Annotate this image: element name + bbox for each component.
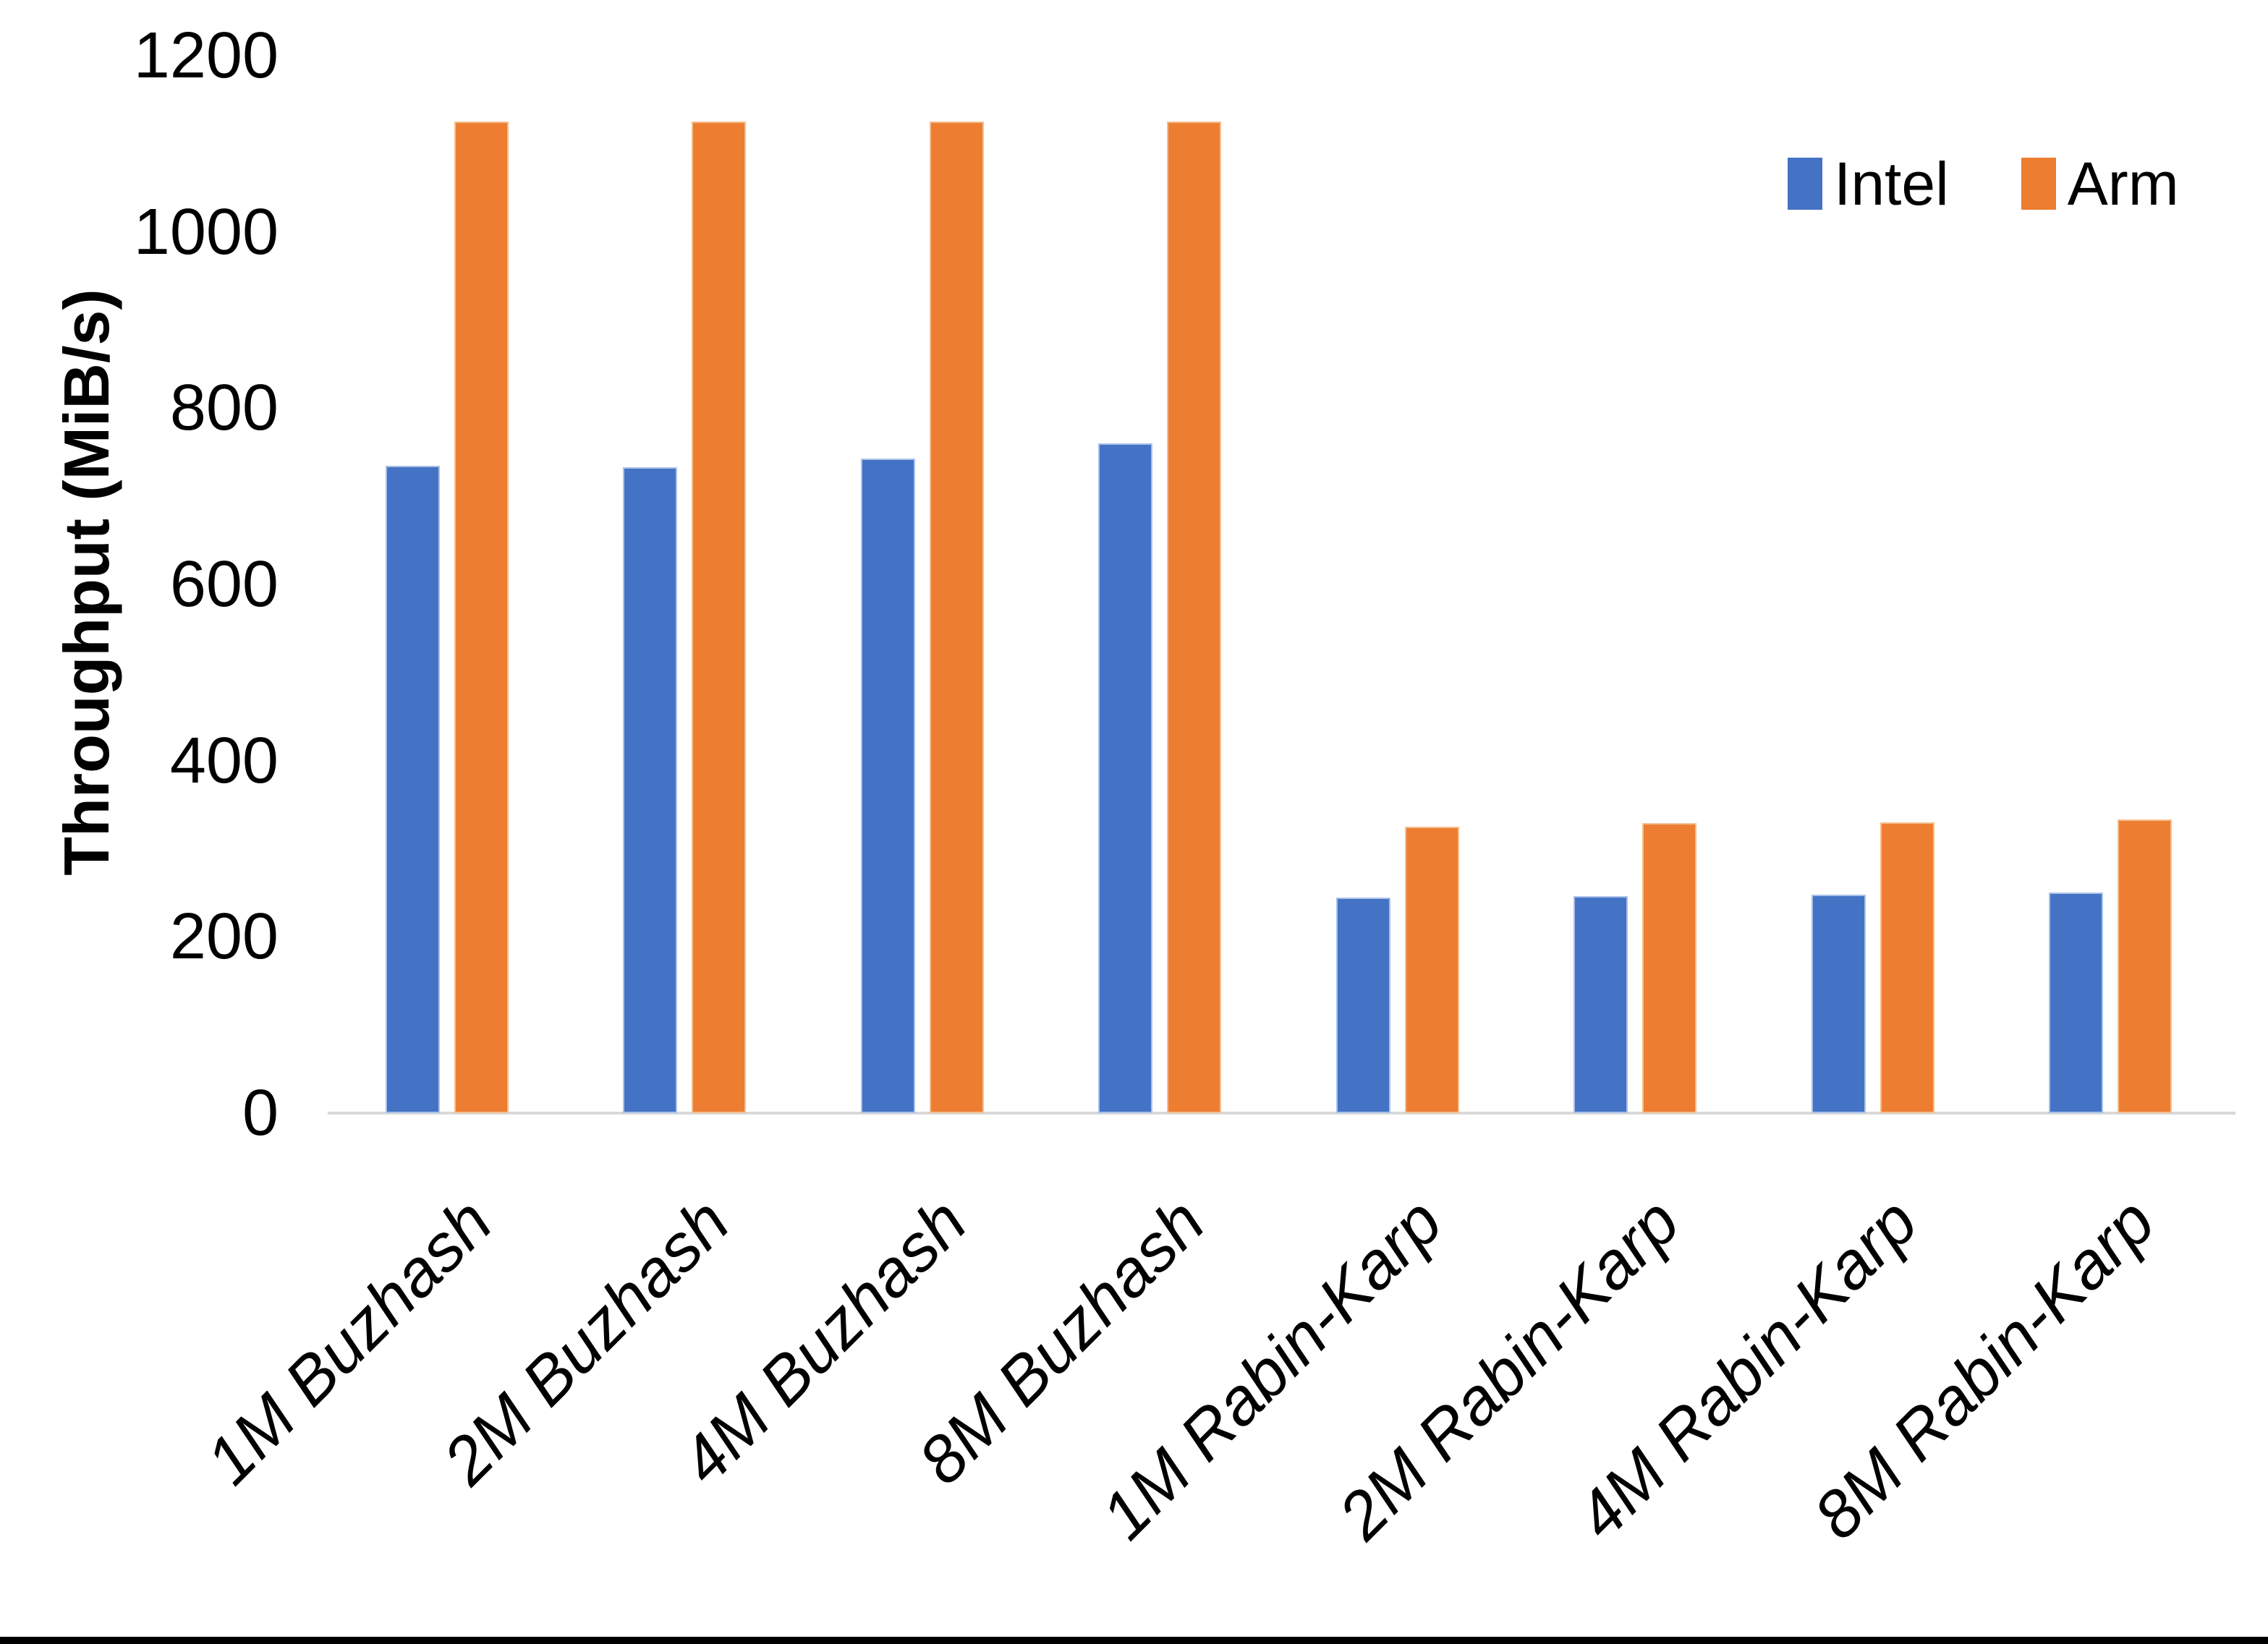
y-tick-label-400: 400 (169, 724, 279, 797)
bar-intel-8m-rabin-karp (2049, 893, 2103, 1113)
bottom-border (0, 1637, 2268, 1644)
x-axis-line (328, 1112, 2235, 1115)
bar-arm-2m-rabin-karp (1642, 823, 1696, 1113)
bar-intel-1m-buzhash (386, 466, 440, 1113)
legend-label-intel: Intel (1834, 150, 1949, 218)
y-tick-label-800: 800 (169, 372, 279, 445)
bar-intel-4m-buzhash (861, 459, 915, 1113)
y-tick-label-1000: 1000 (133, 195, 279, 268)
y-tick-label-600: 600 (169, 548, 279, 621)
bar-arm-2m-buzhash (692, 122, 746, 1113)
bar-intel-8m-buzhash (1098, 443, 1152, 1113)
legend-swatch-intel (1788, 158, 1822, 210)
legend-entry-intel: Intel (1788, 150, 1949, 217)
bar-arm-1m-rabin-karp (1405, 827, 1459, 1113)
y-tick-label-1200: 1200 (133, 20, 279, 92)
legend-label-arm: Arm (2067, 150, 2179, 218)
bar-intel-1m-rabin-karp (1336, 898, 1390, 1113)
bar-arm-8m-buzhash (1167, 122, 1221, 1113)
legend-entry-arm: Arm (2021, 150, 2179, 217)
y-tick-label-200: 200 (169, 900, 279, 974)
bar-arm-1m-buzhash (454, 122, 509, 1113)
bar-arm-8m-rabin-karp (2118, 819, 2172, 1113)
bar-intel-4m-rabin-karp (1812, 895, 1866, 1113)
bar-arm-4m-buzhash (930, 122, 984, 1113)
legend: Intel Arm (1788, 150, 2179, 217)
bar-arm-4m-rabin-karp (1880, 822, 1934, 1113)
y-tick-label-0: 0 (242, 1077, 279, 1149)
legend-swatch-arm (2021, 158, 2056, 210)
bar-intel-2m-buzhash (623, 467, 677, 1113)
bar-intel-2m-rabin-karp (1573, 896, 1628, 1113)
